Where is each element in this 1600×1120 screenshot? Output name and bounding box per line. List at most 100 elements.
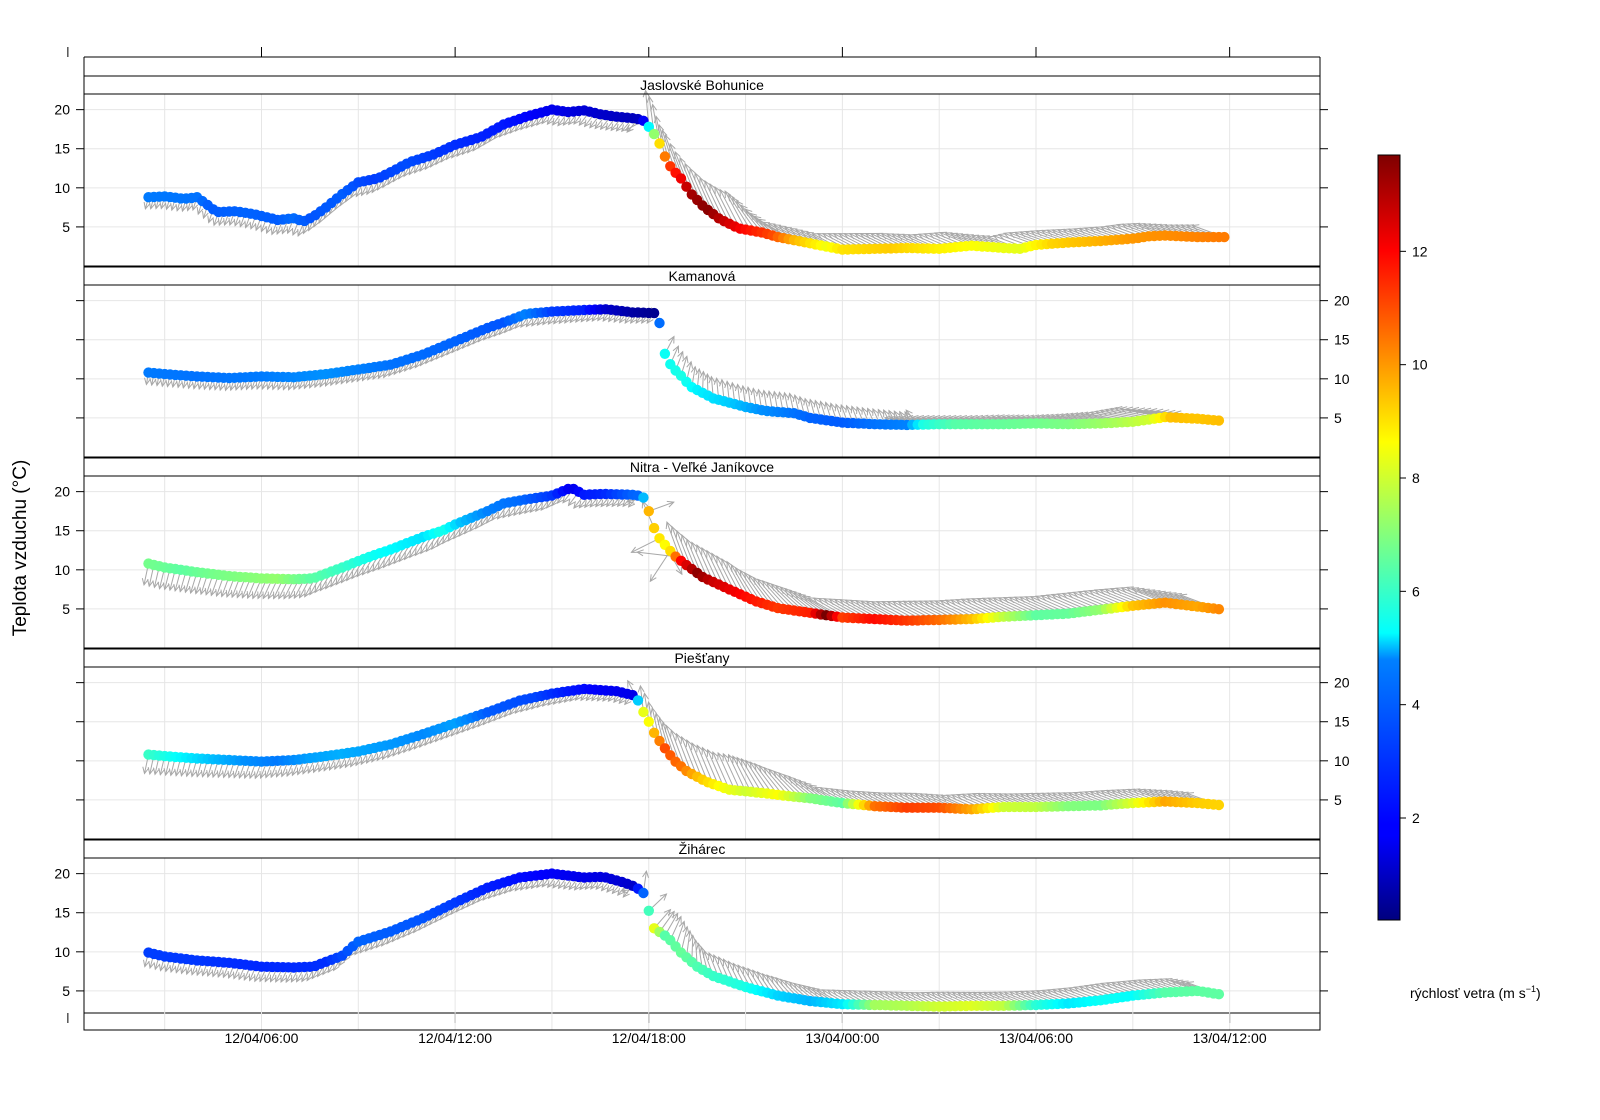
temperature-point — [659, 743, 671, 754]
wind-arrow-head — [298, 381, 305, 390]
wind-arrow-head — [573, 117, 581, 125]
wind-arrow-head — [883, 408, 890, 418]
wind-arrow-head — [229, 383, 236, 392]
wind-arrow-head — [461, 147, 469, 156]
wind-arrow-head — [330, 378, 337, 387]
wind-arrow-head — [897, 600, 906, 608]
wind-arrow-head — [646, 700, 654, 710]
wind-arrow-head — [696, 544, 703, 553]
wind-arrow-head — [740, 384, 748, 393]
wind-arrow-head — [377, 562, 385, 571]
wind-arrow-head — [642, 89, 650, 98]
wind-arrow-head — [292, 227, 299, 237]
colorbar-label-exponent: −1 — [1526, 984, 1536, 994]
wind-arrow-head — [828, 598, 837, 606]
wind-arrow-head — [696, 744, 703, 753]
wind-arrow-head — [893, 410, 901, 419]
wind-arrow-head — [594, 121, 602, 130]
wind-arrow-head — [190, 769, 197, 778]
wind-arrow-head — [290, 974, 298, 983]
colorbar-tick-label: 12 — [1412, 243, 1428, 259]
wind-arrow-head — [252, 591, 259, 600]
wind-arrow-head — [664, 134, 671, 143]
wind-arrow-head — [637, 684, 645, 693]
wind-arrow-head — [1137, 407, 1146, 415]
wind-arrow-head — [498, 711, 506, 720]
wind-arrow-head — [608, 314, 616, 323]
wind-arrow-head — [451, 345, 459, 354]
panel-title: Žihárec — [679, 841, 726, 857]
wind-arrow-head — [1067, 986, 1076, 994]
wind-arrow-head — [509, 323, 517, 332]
wind-arrow-head — [950, 794, 959, 801]
wind-arrow-head — [413, 925, 420, 934]
wind-arrow-head — [1159, 224, 1168, 231]
wind-arrow-head — [1056, 593, 1065, 600]
wind-arrow-head — [877, 792, 886, 799]
wind-arrow-head — [1001, 414, 1010, 422]
wind-arrow-head — [520, 882, 528, 891]
wind-arrow-head — [524, 506, 532, 515]
wind-arrow-head — [152, 580, 160, 589]
wind-arrow-head — [1100, 982, 1109, 989]
wind-arrow-head — [409, 362, 417, 371]
wind-arrow-head — [782, 391, 790, 400]
wind-arrow-head — [784, 588, 792, 596]
wind-arrow-head — [557, 881, 565, 890]
wind-arrow-head — [218, 383, 226, 392]
wind-arrow-head — [227, 770, 235, 779]
wind-arrow-head — [564, 315, 572, 324]
wind-arrow-head — [304, 589, 311, 598]
wind-arrow-head — [740, 757, 748, 766]
wind-arrow-head — [1185, 981, 1195, 988]
wind-arrow-head — [168, 583, 175, 592]
wind-arrow-head — [735, 200, 744, 209]
wind-arrow-head — [1143, 407, 1152, 415]
wind-arrow-head — [1148, 789, 1157, 796]
wind-arrow-head — [888, 409, 895, 418]
wind-arrow-head — [456, 343, 464, 352]
wind-arrow-head — [1121, 980, 1130, 987]
wind-arrow-head — [622, 499, 630, 508]
wind-arrow-head — [238, 770, 245, 779]
wind-arrow-head — [356, 569, 364, 578]
wind-arrow-head — [714, 185, 721, 195]
wind-arrow-head — [509, 884, 517, 893]
wind-arrow-head — [745, 385, 753, 394]
wind-arrow-head — [563, 881, 571, 890]
wind-arrow — [740, 758, 763, 794]
wind-arrow-head — [382, 560, 390, 569]
wind-arrow-head — [1153, 223, 1162, 231]
y-tick-label: 5 — [62, 601, 70, 617]
wind-arrow-head — [217, 969, 224, 978]
wind-arrow-head — [1185, 224, 1195, 231]
wind-arrows — [144, 307, 1219, 426]
wind-arrow-head — [971, 598, 980, 605]
wind-arrow-head — [711, 552, 718, 561]
wind-arrow-head — [531, 701, 539, 710]
wind-arrow-head — [757, 218, 766, 226]
wind-arrow-head — [392, 748, 400, 757]
wind-arrow-head — [467, 145, 474, 154]
wind-arrow-head — [243, 771, 251, 780]
wind-arrow-head — [719, 188, 727, 197]
wind-arrow-head — [311, 971, 319, 980]
wind-arrow-head — [147, 766, 155, 776]
temperature-point — [648, 128, 660, 140]
wind-arrow-head — [277, 382, 284, 391]
wind-arrow-head — [1147, 589, 1156, 596]
wind-arrow-head — [750, 387, 758, 396]
wind-arrow-head — [622, 890, 630, 898]
wind-arrow-head — [306, 973, 314, 982]
wind-arrow-head — [351, 571, 359, 580]
wind-arrow-head — [503, 709, 511, 718]
wind-arrow-head — [578, 500, 586, 509]
wind-arrow-head — [721, 557, 728, 567]
colorbar-tick-label: 10 — [1412, 357, 1428, 373]
wind-arrow-head — [875, 601, 885, 608]
wind-arrow-head — [803, 782, 812, 790]
wind-arrow-head — [657, 123, 665, 132]
wind-arrow-head — [409, 550, 417, 559]
wind-arrow-head — [783, 774, 791, 782]
temperature-point — [1213, 415, 1225, 426]
